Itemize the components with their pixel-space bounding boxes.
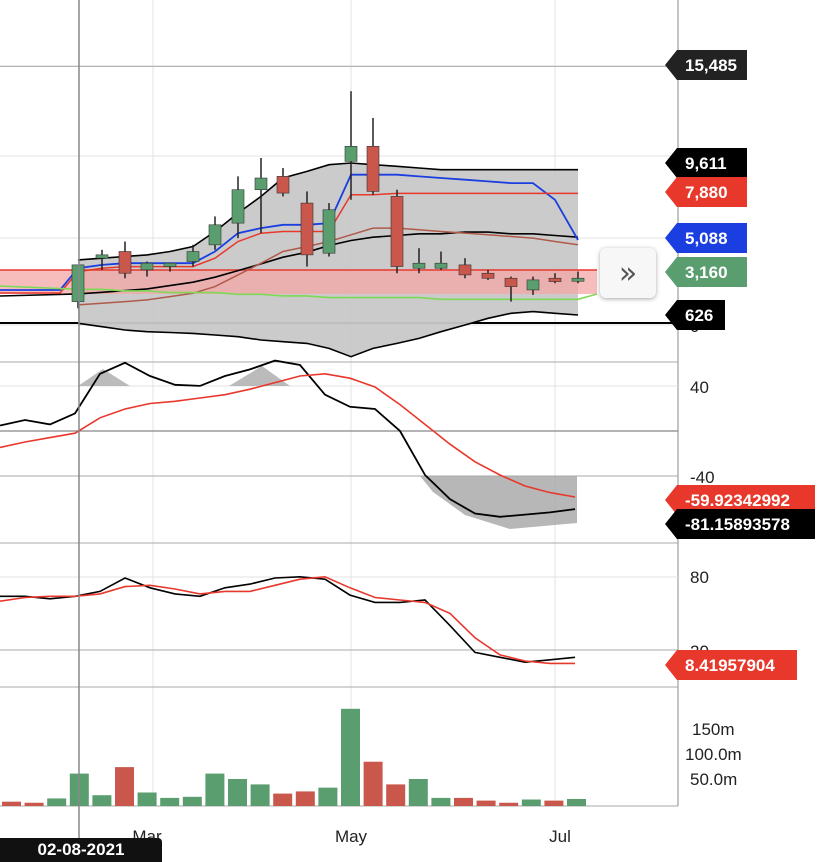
stoch-k-line xyxy=(0,575,576,664)
candle-body xyxy=(366,146,380,192)
candle-body xyxy=(208,224,222,246)
candle-body xyxy=(118,251,132,274)
volume-bar xyxy=(228,779,247,806)
crosshair-date-tag: 02-08-2021 xyxy=(0,838,162,862)
candle-body xyxy=(71,264,85,302)
value-tag-label: 626 xyxy=(685,306,713,325)
candle-body xyxy=(163,262,177,267)
volume-bar xyxy=(567,798,586,806)
volume-bar xyxy=(454,797,473,806)
value-tag-label: 7,880 xyxy=(685,183,728,202)
bollinger-band-fill xyxy=(78,163,578,357)
candle-body xyxy=(434,262,448,269)
volume-bar xyxy=(115,767,134,806)
value-tag xyxy=(665,650,797,680)
volume-tick-label: 100.0m xyxy=(685,745,742,764)
value-tag-label: 8.41957904 xyxy=(685,656,775,675)
volume-bar xyxy=(182,796,202,806)
volume-bar xyxy=(431,797,451,806)
volume-bar xyxy=(24,802,44,806)
candle-body xyxy=(300,202,314,256)
bollinger-upper-line xyxy=(77,162,578,261)
value-tag xyxy=(665,509,815,539)
candle-body xyxy=(322,209,336,254)
candle-body xyxy=(186,251,200,262)
candle-body xyxy=(526,279,540,291)
volume-bar xyxy=(250,784,270,806)
value-tag-label: 15,485 xyxy=(685,56,737,75)
osc-signal-line xyxy=(0,372,576,498)
volume-bar xyxy=(341,708,360,806)
volume-bar xyxy=(363,761,383,806)
osc-tick-label: -40 xyxy=(690,468,715,487)
value-tag-label: -81.15893578 xyxy=(685,515,790,534)
volume-bar xyxy=(521,799,541,806)
candle-body xyxy=(276,176,290,194)
value-tag xyxy=(665,50,747,80)
volume-bar xyxy=(408,779,428,806)
osc-tick-label: 40 xyxy=(690,378,709,397)
volume-bar xyxy=(273,793,293,806)
value-tag-label: -59.92342992 xyxy=(685,491,790,510)
volume-tick-label: 150m xyxy=(692,720,735,739)
stoch-d-line xyxy=(0,575,575,665)
osc-main-line xyxy=(0,359,576,518)
volume-bar xyxy=(499,802,519,806)
volume-bar xyxy=(2,801,21,806)
volume-bar xyxy=(205,773,225,806)
volume-bar xyxy=(137,792,157,806)
value-tag-label: 9,611 xyxy=(685,154,727,173)
candle-body xyxy=(548,277,562,282)
value-tag xyxy=(665,257,747,287)
volume-bar xyxy=(386,784,406,806)
volume-bar xyxy=(544,800,564,806)
x-tick-label: Jul xyxy=(549,827,571,846)
x-tick-label: May xyxy=(335,827,368,846)
value-tag-label: 5,088 xyxy=(685,229,728,248)
candle-body xyxy=(231,189,245,224)
candle-body xyxy=(504,277,518,287)
candle-body xyxy=(344,146,358,162)
osc-oversold-fill xyxy=(420,476,577,529)
stoch-tick-label: 80 xyxy=(690,568,709,587)
volume-bar xyxy=(476,800,496,806)
value-tag-label: 3,160 xyxy=(685,263,728,282)
volume-tick-label: 50.0m xyxy=(690,770,737,789)
value-tag xyxy=(665,177,747,207)
volume-bar xyxy=(47,798,67,806)
scroll-right-button[interactable]: » xyxy=(600,248,656,298)
candle-body xyxy=(481,272,495,279)
value-tag xyxy=(665,300,725,330)
volume-bar xyxy=(92,795,112,806)
candle-body xyxy=(140,262,154,271)
volume-bar xyxy=(295,791,315,806)
candle-body xyxy=(254,177,268,191)
candle-body xyxy=(458,264,472,276)
candle-body xyxy=(390,196,404,267)
middle-band-line xyxy=(0,231,579,297)
volume-bar xyxy=(318,787,338,806)
value-tag xyxy=(665,223,747,253)
volume-bar xyxy=(160,797,180,806)
candle-body xyxy=(95,254,109,259)
bollinger-lower-line xyxy=(77,310,579,358)
value-tag xyxy=(665,148,747,178)
candle-body xyxy=(571,277,585,282)
value-tag xyxy=(665,485,815,515)
candle-body xyxy=(412,262,426,269)
